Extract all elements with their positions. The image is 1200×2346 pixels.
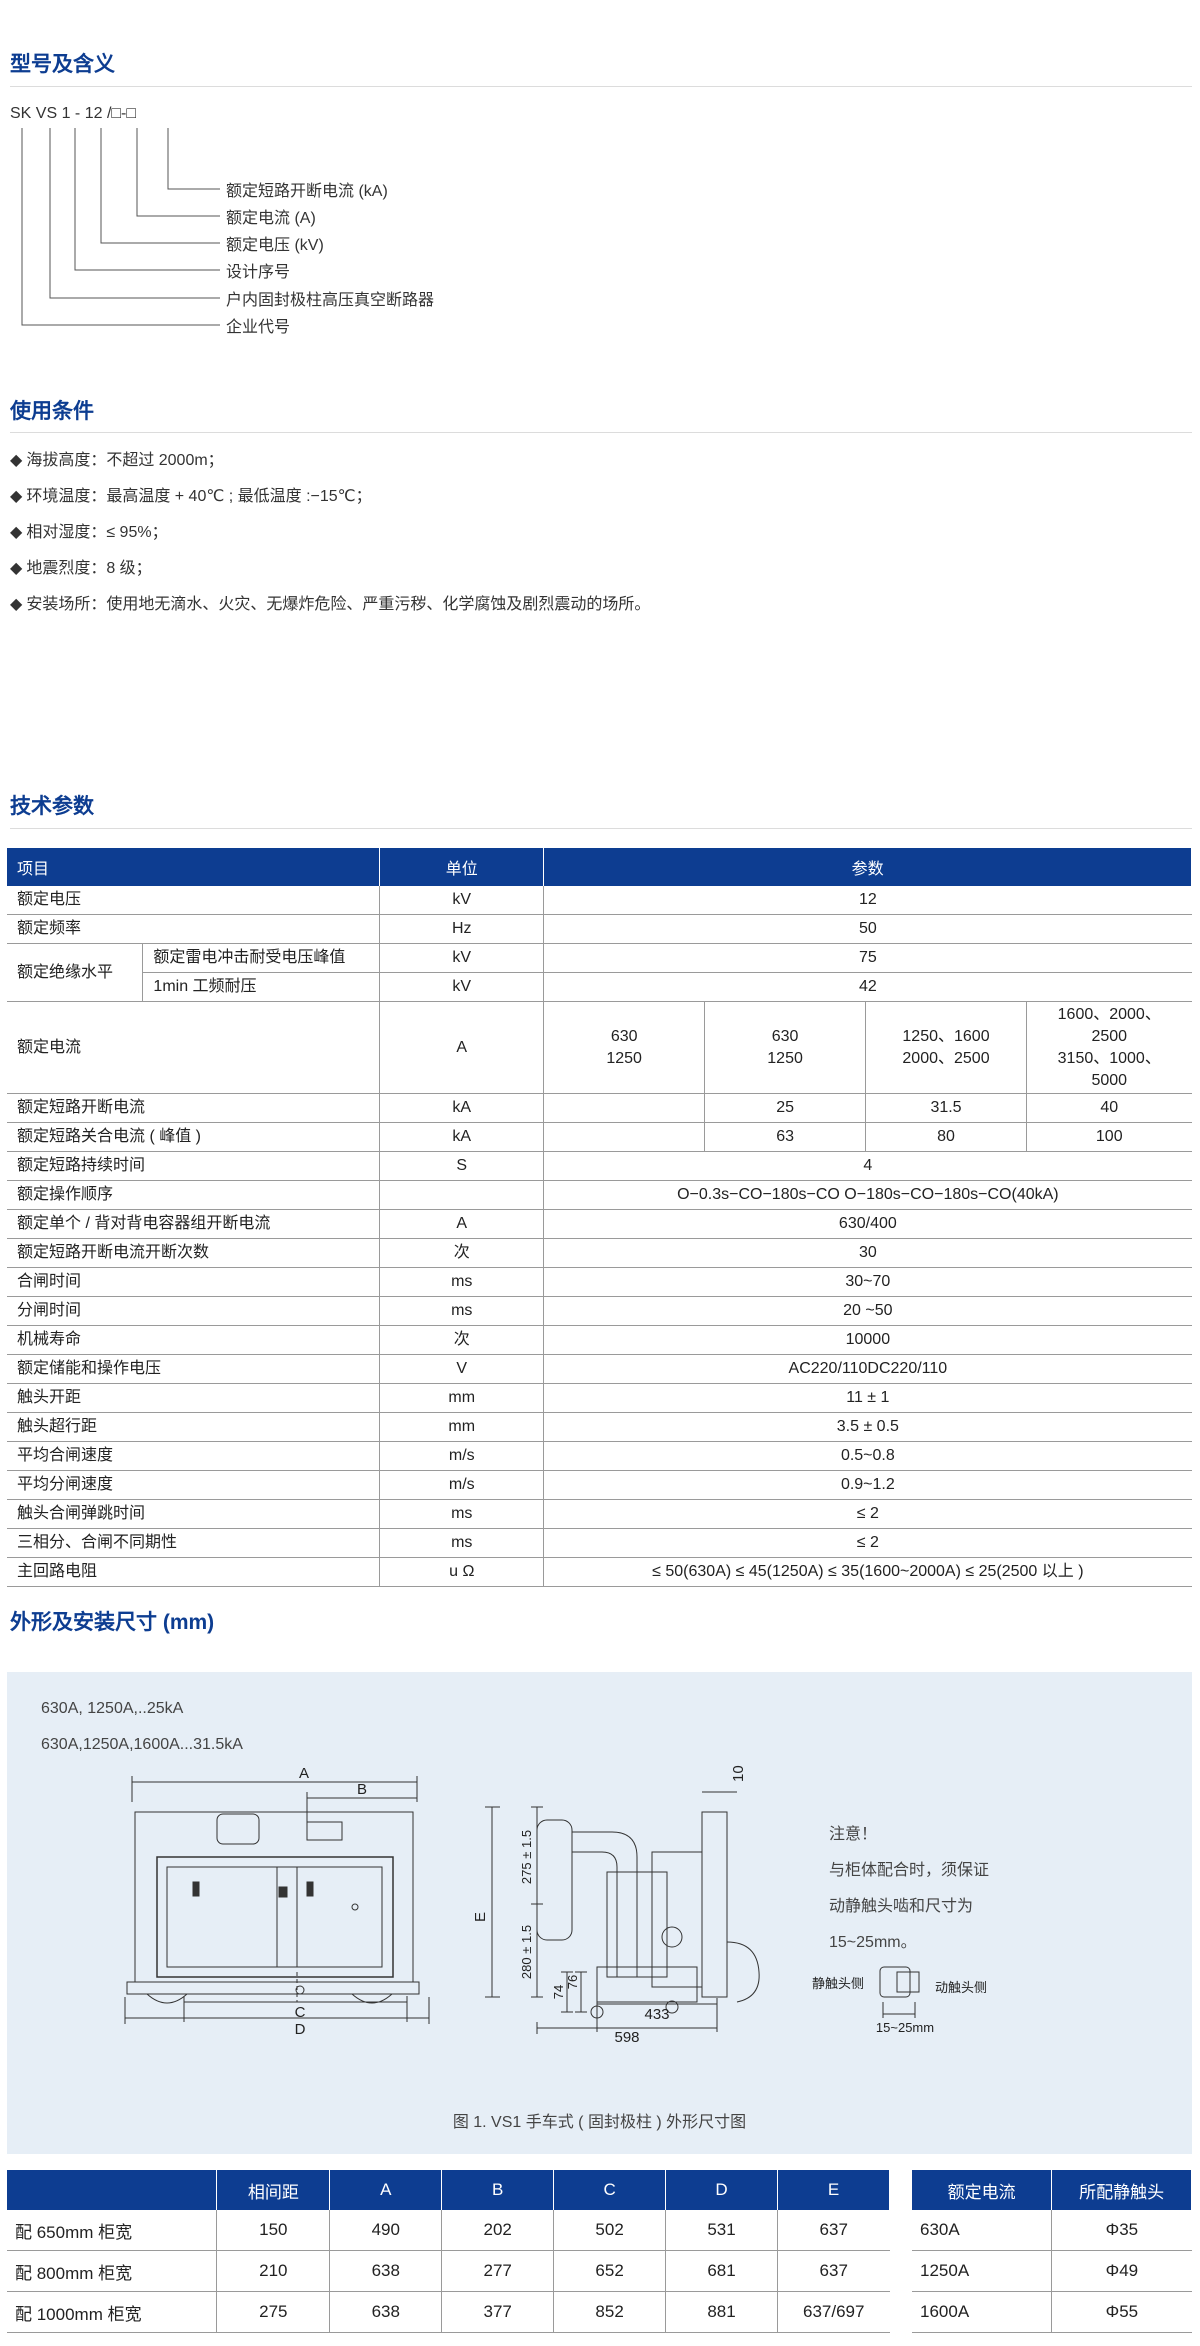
condition-item: ◆ 安装场所：使用地无滴水、火灾、无爆炸危险、严重污秽、化学腐蚀及剧烈震动的场所。 [10, 596, 651, 613]
figure-note-line1: 630A, 1250A,..25kA [41, 1700, 184, 1717]
legend-item: 额定电流 (A) [226, 210, 316, 227]
model-legend-lines [21, 128, 220, 326]
table-row: 额定单个 / 背对背电容器组开断电流 A 630/400 [7, 1209, 1192, 1239]
section-divider [10, 828, 1192, 829]
breaker-dimension-drawing: A B C D E 10 275 ± 1.5 280 ± 1.5 74 76 4… [124, 1765, 987, 2046]
table-row: 1600A Φ55 [912, 2291, 1192, 2333]
bullet-icon: ◆ [10, 560, 23, 577]
table-row: 额定短路持续时间 S 4 [7, 1151, 1192, 1181]
table-row: 额定频率 Hz 50 [7, 914, 1192, 944]
legend-line-current [136, 128, 220, 217]
section-divider [10, 86, 1192, 87]
dimension-figure-panel: 630A, 1250A,..25kA 630A,1250A,1600A...31… [7, 1672, 1192, 2154]
dimension-table: 相间距 A B C D E 配 650mm 柜宽 150 490 202 502 531 6… [7, 2170, 891, 2333]
legend-item: 企业代号 [226, 319, 291, 336]
note-line: 15~25mm。 [829, 1934, 917, 1951]
dim-label-74: 74 [551, 1985, 566, 1999]
table-row: 触头超行距 mm 3.5 ± 0.5 [7, 1412, 1192, 1442]
range-label: 15~25mm [876, 2020, 934, 2035]
figure-note-line2: 630A,1250A,1600A...31.5kA [41, 1736, 243, 1753]
static-contact-label: 静触头侧 [812, 1976, 864, 1991]
bullet-icon: ◆ [10, 524, 23, 541]
header-unit: 单位 [379, 848, 545, 886]
model-code: SK VS 1 - 12 /□-□ [10, 105, 137, 122]
condition-item: ◆ 海拔高度：不超过 2000m； [10, 452, 224, 469]
legend-line-company [21, 128, 220, 326]
table-row: 额定绝缘水平 额定雷电冲击耐受电压峰值 kV 75 [7, 943, 1192, 1002]
table-header-row: 项目 单位 参数 [7, 848, 1192, 886]
table-header-row: 相间距 A B C D E [7, 2170, 891, 2210]
bullet-icon: ◆ [10, 596, 23, 613]
dim-label-10: 10 [730, 1765, 747, 1782]
dim-label-433: 433 [644, 2006, 669, 2023]
dim-label-e: E [472, 1912, 489, 1922]
table-row: 合闸时间 ms 30~70 [7, 1267, 1192, 1297]
header-item: 项目 [7, 848, 381, 886]
table-row: 主回路电阻 u Ω ≤ 50(630A) ≤ 45(1250A) ≤ 35(1600… [7, 1557, 1192, 1587]
dim-label-c: C [295, 2004, 306, 2021]
table-row: 触头开距 mm 11 ± 1 [7, 1383, 1192, 1413]
table-row: 机械寿命次 10000 [7, 1325, 1192, 1355]
dim-label-a: A [299, 1765, 309, 1782]
table-row: 630A Φ35 [912, 2210, 1192, 2251]
condition-item: ◆ 环境温度：最高温度 + 40℃ ; 最低温度 :−15℃； [10, 488, 372, 505]
bullet-icon: ◆ [10, 488, 23, 505]
table-row: 1250A Φ49 [912, 2250, 1192, 2292]
bullet-icon: ◆ [10, 452, 23, 469]
section-divider [10, 432, 1192, 433]
table-row: 配 800mm 柜宽 210 638 277 652 681 637 [7, 2250, 890, 2292]
note-line: 与柜体配合时，须保证 [829, 1862, 990, 1879]
dim-label-b: B [357, 1781, 367, 1798]
condition-item: ◆ 相对湿度：≤ 95%； [10, 524, 168, 541]
legend-line-breaking [167, 128, 220, 190]
legend-item: 额定短路开断电流 (kA) [226, 183, 388, 200]
legend-item: 设计序号 [226, 264, 291, 281]
table-row: 触头合闸弹跳时间 ms ≤ 2 [7, 1499, 1192, 1529]
contact-table: 额定电流 所配静触头 630A Φ35 1250A Φ49 1600A Φ55 [912, 2170, 1192, 2333]
contact-detail [879, 1966, 920, 2018]
section-title-dimensions: 外形及安装尺寸 (mm) [10, 1611, 215, 1634]
note-line: 动静触头啮和尺寸为 [829, 1898, 974, 1915]
legend-line-voltage [100, 128, 220, 244]
table-row: 额定短路开断电流 kA 25 31.5 40 [7, 1093, 1192, 1123]
moving-contact-label: 动触头侧 [935, 1980, 987, 1995]
legend-line-series [74, 128, 220, 271]
note-title: 注意！ [829, 1826, 878, 1843]
tech-params-table: 项目 单位 参数 额定电压 kV 12 额定频率 Hz 50 额定绝缘水平 额定… [7, 848, 1192, 1587]
figure-caption: 图 1. VS1 手车式 ( 固封极柱 ) 外形尺寸图 [452, 2114, 747, 2131]
table-row: 配 650mm 柜宽 150 490 202 502 531 637 [7, 2210, 890, 2251]
table-row: 分闸时间 ms 20 ~50 [7, 1296, 1192, 1326]
section-title-conditions: 使用条件 [10, 400, 94, 423]
front-view [124, 1776, 430, 2024]
table-row: 1min 工频耐压 kV 42 [7, 972, 1192, 1002]
legend-item: 额定电压 (kV) [226, 237, 324, 254]
dim-label-598: 598 [614, 2029, 639, 2046]
table-row: 额定短路开断电流开断次数次 30 [7, 1238, 1192, 1268]
dim-label-280: 280 ± 1.5 [519, 1925, 534, 1979]
table-row: 额定短路关合电流 ( 峰值 ) kA 63 80 100 [7, 1122, 1192, 1152]
section-title-tech: 技术参数 [10, 795, 94, 818]
section-title-model: 型号及含义 [10, 53, 115, 76]
dim-label-d: D [295, 2021, 306, 2038]
table-row: 额定电压 kV 12 [7, 886, 1192, 915]
legend-line-product [49, 128, 220, 299]
table-header-row: 额定电流 所配静触头 [912, 2170, 1192, 2210]
legend-item: 户内固封极柱高压真空断路器 [226, 292, 435, 309]
table-row: 配 1000mm 柜宽 275 638 377 852 881 637/697 [7, 2291, 890, 2333]
table-row: 三相分、合闸不同期性 ms ≤ 2 [7, 1528, 1192, 1558]
condition-item: ◆ 地震烈度：8 级； [10, 560, 152, 577]
table-row: 额定操作顺序 O−0.3s−CO−180s−CO O−180s−CO−180s−C… [7, 1180, 1192, 1210]
table-row: 额定储能和操作电压 V AC220/110DC220/110 [7, 1354, 1192, 1384]
table-row: 平均分闸速度 m/s 0.9~1.2 [7, 1470, 1192, 1500]
table-row: 平均合闸速度 m/s 0.5~0.8 [7, 1441, 1192, 1471]
side-view [485, 1791, 760, 2034]
header-params: 参数 [543, 848, 1192, 886]
dim-label-76: 76 [565, 1975, 580, 1989]
dim-label-275: 275 ± 1.5 [519, 1830, 534, 1884]
table-row-rated-current: 额定电流 A 630 1250 630 1250 1250、1600 2000、250… [7, 1001, 1192, 1094]
